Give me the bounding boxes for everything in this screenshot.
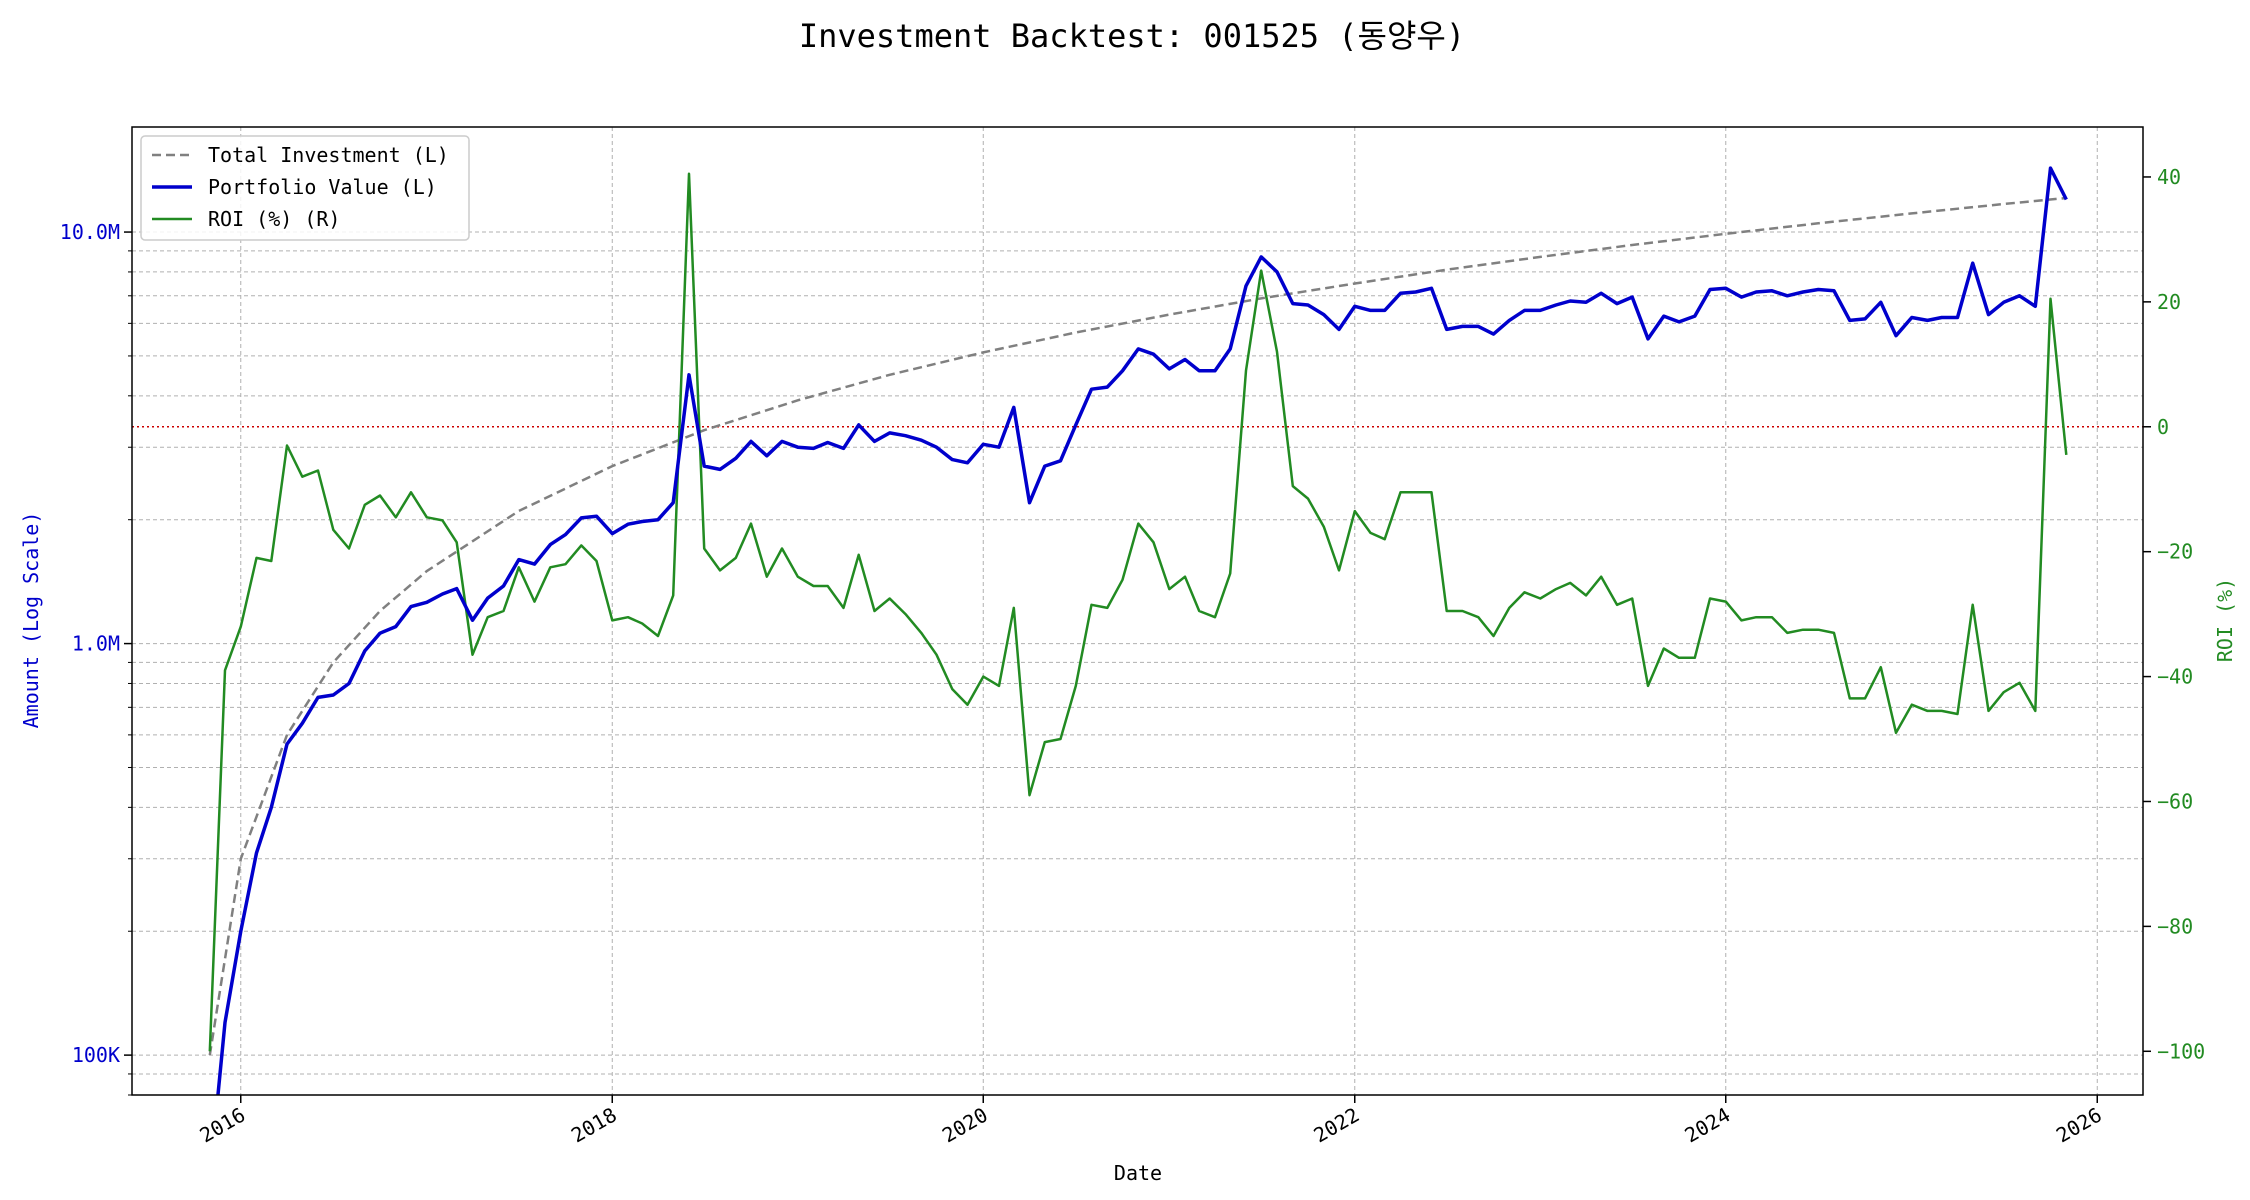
right-axis-ticks: −100 −80 −60 −40 −20 0 20 40 [2143, 165, 2205, 1063]
plot-lines [208, 166, 2068, 1095]
legend-label: Portfolio Value (L) [208, 175, 437, 199]
grid-lines [132, 127, 2143, 1096]
legend-box [140, 135, 470, 241]
x-tick-label: 2020 [938, 1103, 992, 1148]
left-tick-label: 10.0M [60, 220, 120, 244]
right-tick-label: 0 [2157, 415, 2169, 439]
right-tick-label: −100 [2157, 1039, 2205, 1063]
right-axis-label: ROI (%) [2213, 578, 2237, 662]
x-tick-label: 2026 [2052, 1103, 2106, 1148]
legend-label: ROI (%) (R) [208, 207, 340, 231]
right-tick-label: −60 [2157, 789, 2193, 813]
right-tick-label: 40 [2157, 165, 2181, 189]
plot-frame [131, 126, 2144, 1096]
right-tick-label: −40 [2157, 665, 2193, 689]
roi-line [208, 172, 2068, 1052]
chart-title: Investment Backtest: 001525 (동양우) [799, 17, 1465, 55]
right-tick-label: 20 [2157, 290, 2181, 314]
right-tick-label: −80 [2157, 914, 2193, 938]
x-tick-label: 2016 [196, 1103, 250, 1148]
left-tick-label: 1.0M [72, 632, 120, 656]
x-tick-label: 2024 [1681, 1103, 1735, 1148]
right-tick-label: −20 [2157, 540, 2193, 564]
x-tick-label: 2018 [567, 1103, 621, 1148]
left-axis-label: Amount (Log Scale) [19, 512, 43, 729]
x-tick-label: 2022 [1310, 1103, 1364, 1148]
legend-label: Total Investment (L) [208, 143, 449, 167]
portfolio-value-line [216, 166, 2068, 1095]
x-axis-label: Date [1114, 1161, 1162, 1185]
legend: Total Investment (L) Portfolio Value (L) R… [140, 135, 470, 241]
total-investment-line [208, 196, 2067, 1056]
left-tick-label: 100K [72, 1043, 120, 1067]
x-axis-ticks: 2016 2018 2020 2022 2024 2026 [196, 1095, 2106, 1147]
left-axis-ticks: 100K 1.0M 10.0M [60, 220, 132, 1096]
